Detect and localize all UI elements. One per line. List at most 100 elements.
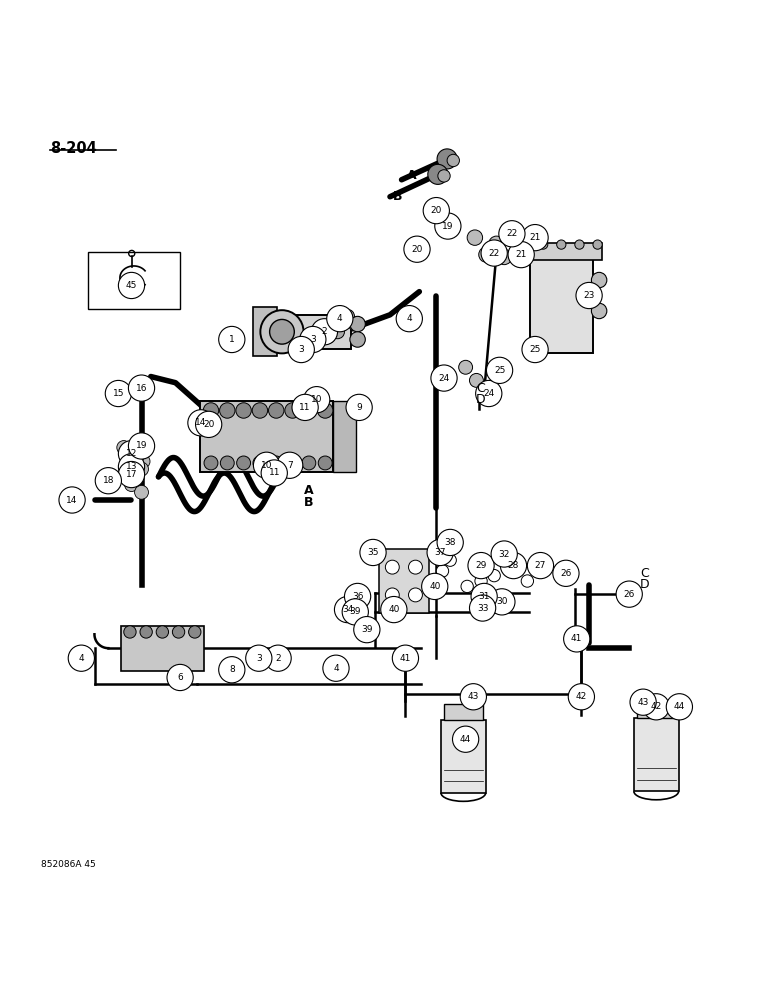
Circle shape bbox=[471, 583, 498, 610]
Text: 10: 10 bbox=[261, 461, 272, 470]
Circle shape bbox=[129, 375, 154, 401]
Circle shape bbox=[345, 583, 370, 610]
Circle shape bbox=[127, 448, 140, 462]
Text: 11: 11 bbox=[268, 468, 280, 477]
Circle shape bbox=[489, 589, 515, 615]
Text: 22: 22 bbox=[488, 249, 500, 258]
Circle shape bbox=[424, 198, 449, 224]
Text: 22: 22 bbox=[506, 229, 518, 238]
Circle shape bbox=[569, 684, 594, 710]
Circle shape bbox=[491, 541, 517, 567]
Circle shape bbox=[269, 456, 283, 470]
Circle shape bbox=[218, 326, 245, 353]
Circle shape bbox=[246, 645, 272, 671]
Bar bbox=[278, 315, 352, 349]
Circle shape bbox=[196, 411, 222, 437]
Bar bbox=[441, 720, 486, 793]
Circle shape bbox=[167, 664, 193, 691]
Text: 20: 20 bbox=[411, 245, 423, 254]
Circle shape bbox=[119, 461, 144, 488]
Circle shape bbox=[303, 387, 330, 413]
Circle shape bbox=[553, 560, 579, 586]
Text: 45: 45 bbox=[126, 281, 137, 290]
Circle shape bbox=[301, 403, 317, 418]
Circle shape bbox=[476, 380, 502, 407]
Circle shape bbox=[321, 329, 335, 343]
Text: D: D bbox=[640, 578, 650, 591]
Text: 8-204: 8-204 bbox=[51, 141, 98, 156]
Text: 7: 7 bbox=[287, 461, 292, 470]
Text: 38: 38 bbox=[445, 538, 456, 547]
Circle shape bbox=[300, 326, 326, 353]
Circle shape bbox=[360, 539, 386, 566]
Circle shape bbox=[460, 684, 487, 710]
Circle shape bbox=[125, 478, 138, 492]
Text: 18: 18 bbox=[103, 476, 114, 485]
Circle shape bbox=[392, 645, 419, 671]
Circle shape bbox=[447, 154, 459, 167]
Text: 3: 3 bbox=[299, 345, 304, 354]
Bar bbox=[200, 401, 333, 472]
Text: B: B bbox=[304, 496, 314, 509]
Circle shape bbox=[140, 626, 152, 638]
Circle shape bbox=[236, 456, 250, 470]
Text: 24: 24 bbox=[438, 374, 449, 383]
Circle shape bbox=[436, 565, 448, 577]
Circle shape bbox=[434, 213, 461, 239]
Circle shape bbox=[354, 617, 380, 643]
Circle shape bbox=[437, 529, 463, 556]
Circle shape bbox=[285, 403, 300, 418]
Circle shape bbox=[298, 339, 312, 353]
Circle shape bbox=[189, 626, 201, 638]
Text: 6: 6 bbox=[177, 673, 183, 682]
Circle shape bbox=[204, 403, 218, 418]
Circle shape bbox=[381, 596, 407, 623]
Text: 42: 42 bbox=[651, 702, 662, 711]
Circle shape bbox=[459, 360, 473, 374]
Bar bbox=[379, 549, 429, 613]
Text: 31: 31 bbox=[478, 592, 490, 601]
Circle shape bbox=[172, 626, 185, 638]
Text: 13: 13 bbox=[126, 462, 137, 471]
Bar bbox=[530, 246, 593, 353]
Bar bbox=[637, 703, 675, 718]
Circle shape bbox=[136, 454, 150, 468]
Circle shape bbox=[422, 573, 448, 600]
Circle shape bbox=[135, 485, 148, 499]
Circle shape bbox=[522, 225, 548, 251]
Bar bbox=[444, 704, 483, 720]
Text: 9: 9 bbox=[356, 403, 362, 412]
Circle shape bbox=[522, 336, 548, 363]
Circle shape bbox=[508, 241, 534, 268]
Bar bbox=[87, 252, 180, 309]
Text: 4: 4 bbox=[79, 654, 84, 663]
Circle shape bbox=[404, 236, 430, 262]
Text: 39: 39 bbox=[361, 625, 373, 634]
Circle shape bbox=[349, 317, 362, 331]
Text: 35: 35 bbox=[367, 548, 379, 557]
Circle shape bbox=[498, 221, 525, 247]
Text: 3: 3 bbox=[310, 335, 316, 344]
Circle shape bbox=[119, 441, 144, 467]
Circle shape bbox=[666, 694, 693, 720]
Circle shape bbox=[277, 452, 303, 478]
Circle shape bbox=[481, 240, 507, 266]
Bar bbox=[333, 401, 356, 472]
Circle shape bbox=[431, 365, 457, 391]
Circle shape bbox=[318, 456, 332, 470]
Text: 4: 4 bbox=[406, 314, 412, 323]
Circle shape bbox=[268, 403, 284, 418]
Text: 41: 41 bbox=[571, 634, 583, 643]
Text: 23: 23 bbox=[583, 291, 595, 300]
Circle shape bbox=[470, 373, 484, 387]
Circle shape bbox=[350, 332, 365, 347]
Circle shape bbox=[117, 441, 131, 454]
Circle shape bbox=[444, 554, 456, 566]
Text: 34: 34 bbox=[342, 605, 353, 614]
Text: 4: 4 bbox=[337, 314, 342, 323]
Circle shape bbox=[156, 626, 168, 638]
Text: 27: 27 bbox=[535, 561, 546, 570]
Circle shape bbox=[396, 306, 423, 332]
Text: 21: 21 bbox=[516, 250, 526, 259]
Text: A: A bbox=[407, 169, 417, 182]
